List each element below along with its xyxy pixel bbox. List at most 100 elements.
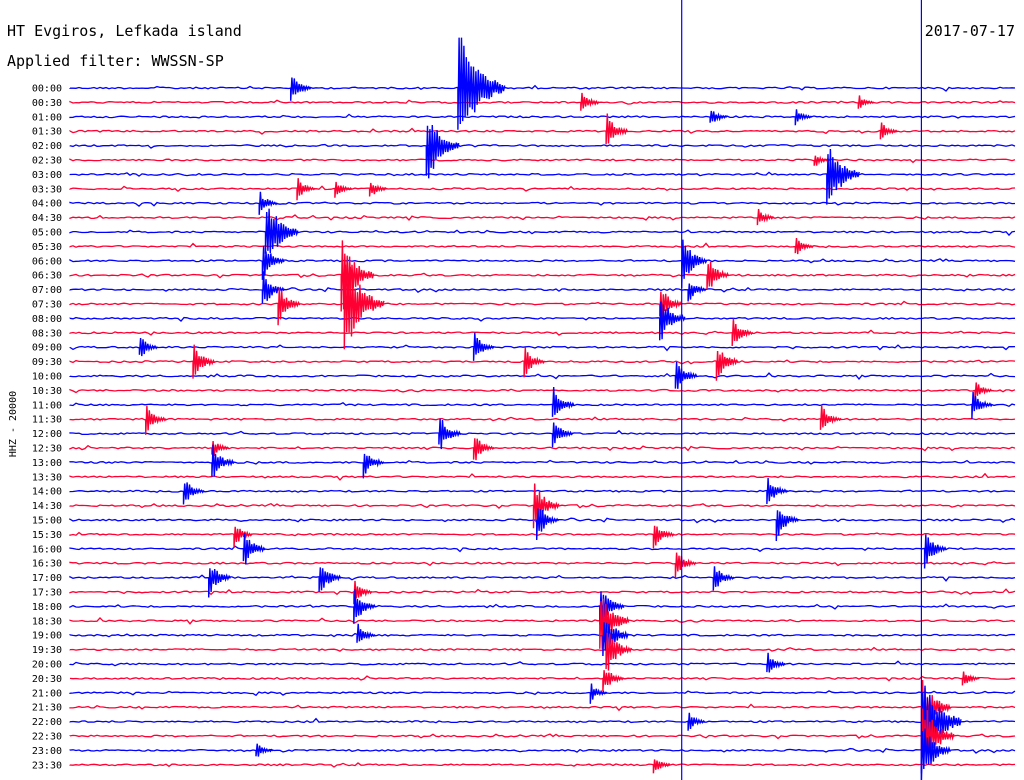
- event-burst: [261, 245, 285, 280]
- vertical-event-lines: [681, 0, 923, 780]
- trace-line: [69, 113, 1016, 119]
- tick-label: 19:30: [32, 645, 62, 656]
- trace-line: [69, 99, 1016, 105]
- event-burst: [819, 404, 842, 430]
- filter-label: Applied filter: WWSSN-SP: [7, 52, 224, 70]
- tick-label: 09:30: [32, 357, 62, 368]
- event-burst: [652, 759, 671, 774]
- event-burst: [353, 589, 377, 624]
- event-burst: [766, 652, 786, 673]
- trace-line: [69, 214, 1016, 221]
- event-burst: [457, 37, 506, 130]
- event-burst: [472, 332, 495, 361]
- event-burst: [715, 350, 739, 381]
- events: [138, 37, 993, 780]
- event-burst: [974, 382, 993, 401]
- event-burst: [687, 712, 706, 731]
- trace-line: [69, 171, 1016, 177]
- event-burst: [211, 444, 235, 477]
- tick-label: 05:00: [32, 228, 62, 239]
- trace-line: [69, 127, 1016, 135]
- tick-label: 21:00: [32, 688, 62, 699]
- trace-line: [69, 84, 1016, 92]
- trace-line: [69, 588, 1016, 596]
- event-burst: [536, 508, 559, 541]
- tick-label: 09:00: [32, 343, 62, 354]
- event-burst: [775, 510, 799, 542]
- tick-label: 05:30: [32, 242, 62, 253]
- event-burst: [857, 95, 875, 109]
- event-burst: [277, 287, 301, 326]
- trace-line: [69, 388, 1016, 394]
- event-burst: [923, 534, 947, 569]
- tick-label: 14:30: [32, 501, 62, 512]
- trace-line: [69, 733, 1016, 740]
- trace-line: [69, 762, 1016, 768]
- trace-line: [69, 142, 1016, 149]
- tick-label: 00:30: [32, 98, 62, 109]
- trace-line: [69, 616, 1016, 625]
- event-burst: [879, 122, 898, 140]
- trace-line: [69, 357, 1016, 365]
- event-burst: [290, 77, 312, 101]
- tick-label: 17:30: [32, 588, 62, 599]
- event-burst: [145, 405, 167, 435]
- event-burst: [674, 361, 698, 389]
- trace-line: [69, 201, 1016, 207]
- event-burst: [580, 92, 600, 111]
- trace-line: [69, 185, 1016, 193]
- tick-label: 20:00: [32, 660, 62, 671]
- trace-line: [69, 717, 1016, 724]
- trace-line: [69, 703, 1016, 712]
- event-burst: [681, 239, 708, 289]
- event-burst: [599, 598, 630, 649]
- tick-label: 23:00: [32, 746, 62, 757]
- traces: [69, 84, 1016, 768]
- tick-label: 04:30: [32, 213, 62, 224]
- tick-label: 23:30: [32, 760, 62, 771]
- trace-line: [69, 286, 1016, 294]
- tick-label: 01:00: [32, 112, 62, 123]
- tick-label: 03:30: [32, 184, 62, 195]
- trace-line: [69, 690, 1016, 697]
- tick-label: 11:30: [32, 415, 62, 426]
- trace-line: [69, 747, 1016, 754]
- event-burst: [438, 418, 462, 450]
- event-burst: [706, 261, 730, 290]
- trace-line: [69, 531, 1016, 537]
- event-burst: [709, 110, 728, 123]
- trace-line: [69, 472, 1016, 481]
- event-burst: [261, 271, 285, 304]
- event-burst: [242, 532, 266, 565]
- trace-line: [69, 489, 1016, 494]
- tick-label: 06:30: [32, 271, 62, 282]
- event-burst: [264, 208, 299, 254]
- event-burst: [233, 526, 253, 548]
- event-burst: [523, 347, 546, 378]
- event-burst: [551, 422, 574, 448]
- tick-label: 19:00: [32, 631, 62, 642]
- tick-label: 15:00: [32, 516, 62, 527]
- event-burst: [192, 344, 216, 379]
- trace-line: [69, 632, 1016, 638]
- trace-line: [69, 272, 1016, 279]
- tick-label: 08:30: [32, 328, 62, 339]
- event-burst: [425, 124, 460, 179]
- tick-label: 13:00: [32, 458, 62, 469]
- tick-label: 08:00: [32, 314, 62, 325]
- tick-label: 21:30: [32, 703, 62, 714]
- tick-label: 14:00: [32, 487, 62, 498]
- event-burst: [211, 440, 230, 456]
- tick-label: 22:00: [32, 717, 62, 728]
- tick-label: 04:00: [32, 199, 62, 210]
- event-burst: [589, 683, 608, 704]
- tick-label: 10:00: [32, 372, 62, 383]
- event-burst: [368, 182, 387, 197]
- tick-label: 06:00: [32, 256, 62, 267]
- tick-label: 03:00: [32, 170, 62, 181]
- date-label: 2017-07-17: [925, 22, 1015, 40]
- event-burst: [712, 566, 735, 591]
- tick-label: 02:00: [32, 141, 62, 152]
- tick-label: 18:30: [32, 616, 62, 627]
